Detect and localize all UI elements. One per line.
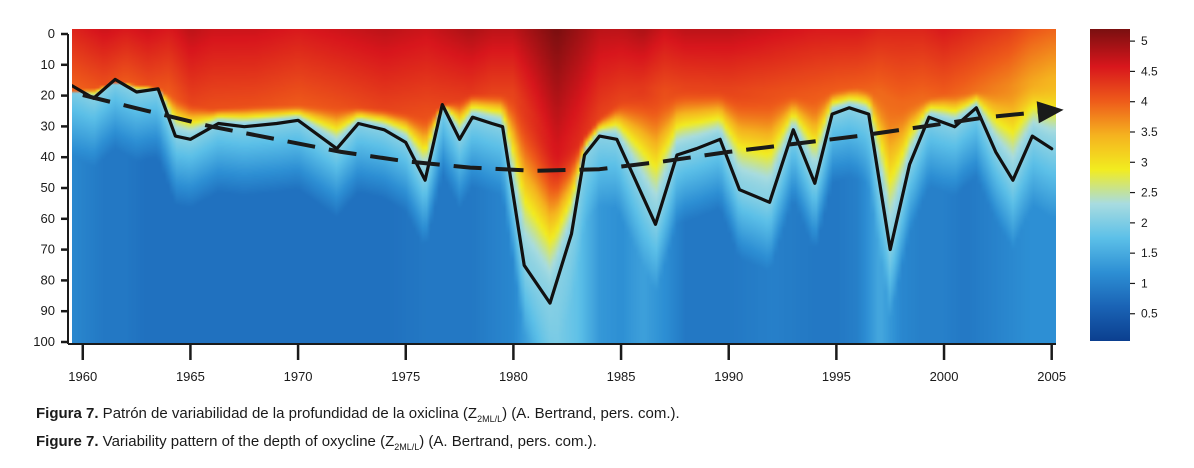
caption-en-tail: ) (A. Bertrand, pers. com.). — [419, 433, 597, 450]
y-tick-label: 100 — [33, 334, 55, 349]
x-tick-label: 1960 — [68, 369, 97, 384]
caption-en-variable: Z — [385, 433, 395, 450]
y-tick-label: 80 — [41, 272, 55, 287]
x-tick-label: 1975 — [391, 369, 420, 384]
colorbar-ticks: 0.5 1 1.5 2 2.5 3 3.5 4 4.5 5 — [1130, 34, 1158, 321]
colorbar-tick-label: 3.5 — [1141, 125, 1158, 139]
caption-es-variable: Z — [467, 405, 478, 422]
colorbar-tick-label: 2 — [1141, 216, 1148, 230]
x-tick-label: 1990 — [714, 369, 743, 384]
caption-en-subscript: 2ML/L — [394, 442, 420, 452]
y-tick-label: 60 — [41, 211, 55, 226]
x-tick-label: 1970 — [284, 369, 313, 384]
series-layer — [72, 77, 1054, 305]
caption-es-tail: ) (A. Bertrand, pers. com.). — [502, 405, 680, 422]
caption-spanish: Figura 7. Patrón de variabilidad de la p… — [36, 405, 680, 424]
trend-dashed-line — [82, 93, 1052, 173]
x-tick-label: 2005 — [1037, 369, 1066, 384]
y-axis-ticks: 0 10 20 30 40 50 60 70 80 90 100 — [33, 26, 68, 349]
colorbar-tick-label: 4 — [1141, 95, 1148, 109]
heatmap-surface — [72, 29, 1056, 344]
colorbar-tick-label: 1 — [1141, 276, 1148, 290]
y-tick-label: 70 — [41, 242, 55, 257]
caption-es-label: Figura 7. — [36, 405, 99, 422]
caption-english: Figure 7. Variability pattern of the dep… — [36, 433, 597, 452]
caption-en-label: Figure 7. — [36, 433, 99, 450]
colorbar-tick-label: 5 — [1141, 34, 1148, 48]
caption-en-text: Variability pattern of the depth of oxyc… — [98, 433, 386, 450]
y-tick-label: 40 — [41, 149, 55, 164]
x-tick-label: 1965 — [176, 369, 205, 384]
x-tick-label: 1995 — [822, 369, 851, 384]
y-tick-label: 50 — [41, 180, 55, 195]
colorbar-tick-label: 3 — [1141, 155, 1148, 169]
colorbar-tick-label: 2.5 — [1141, 186, 1158, 200]
colorbar-gradient — [1090, 29, 1130, 341]
colorbar: 0.5 1 1.5 2 2.5 3 3.5 4 4.5 5 — [1090, 29, 1158, 341]
trend-arrowhead — [1036, 101, 1064, 124]
x-axis-ticks: 1960 1965 1970 1975 1980 1985 1990 1995 2000 2005 — [68, 344, 1066, 384]
x-tick-label: 2000 — [930, 369, 959, 384]
x-tick-label: 1985 — [607, 369, 636, 384]
arrowhead-layer — [1036, 101, 1064, 124]
colorbar-tick-label: 4.5 — [1141, 64, 1158, 78]
y-tick-label: 0 — [48, 26, 55, 41]
colorbar-tick-label: 0.5 — [1141, 307, 1158, 321]
y-tick-label: 10 — [41, 57, 55, 72]
oxycline-depth-line — [72, 77, 1054, 305]
colorbar-tick-label: 1.5 — [1141, 246, 1158, 260]
y-tick-label: 20 — [41, 88, 55, 103]
y-tick-label: 90 — [41, 303, 55, 318]
x-tick-label: 1980 — [499, 369, 528, 384]
caption-es-subscript: 2ML/L — [477, 414, 503, 424]
caption-es-text: Patrón de variabilidad de la profundidad… — [98, 405, 468, 422]
y-tick-label: 30 — [41, 118, 55, 133]
oxycline-heatmap — [72, 29, 1056, 344]
